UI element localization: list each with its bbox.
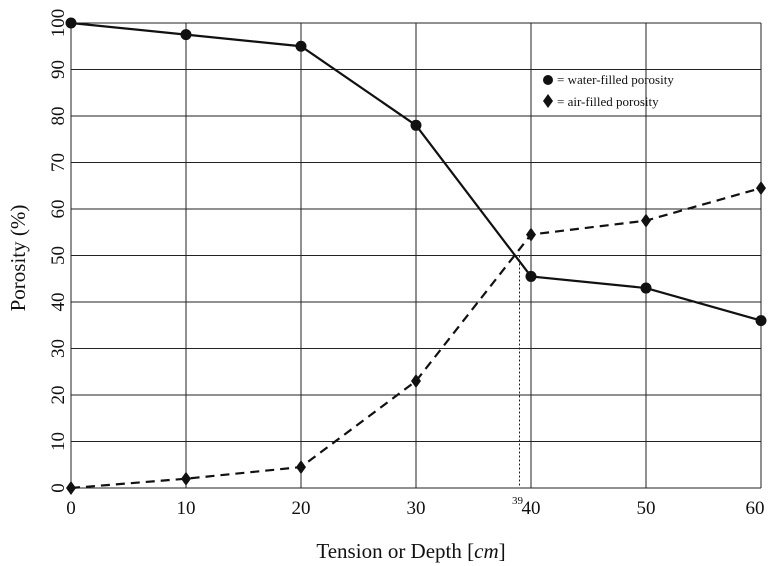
y-tick-label-90: 90	[48, 60, 69, 79]
x-tick-label-0: 0	[66, 498, 76, 519]
point-air-60	[756, 181, 766, 196]
point-water-10	[180, 29, 192, 41]
x-tick-label-60: 60	[746, 498, 765, 519]
y-tick-label-20: 20	[48, 386, 69, 405]
legend-label-air: = air-filled porosity	[557, 94, 659, 109]
point-air-10	[181, 471, 191, 486]
point-water-60	[755, 315, 767, 327]
point-water-0	[65, 17, 77, 29]
point-air-0	[66, 481, 76, 495]
x-axis-label-main: Tension or Depth [	[316, 539, 474, 563]
x-axis-label: Tension or Depth [cm]	[316, 539, 505, 563]
point-water-40	[525, 270, 537, 282]
y-tick-label-10: 10	[48, 432, 69, 451]
x-tick-label-30: 30	[407, 498, 426, 519]
point-air-30	[411, 374, 421, 389]
point-water-20	[295, 40, 307, 52]
legend: = water-filled porosity = air-filled por…	[543, 72, 674, 109]
y-tick-labels: 0 10 20 30 40 50 60 70 80 90 100	[48, 9, 69, 493]
x-tick-label-50: 50	[637, 498, 656, 519]
x-axis-label-unit: cm	[474, 539, 499, 563]
x-tick-label-10: 10	[177, 498, 196, 519]
y-tick-label-70: 70	[48, 153, 69, 172]
legend-marker-water	[543, 75, 553, 85]
series-group	[65, 17, 767, 495]
y-tick-label-80: 80	[48, 107, 69, 126]
point-water-50	[640, 282, 652, 294]
grid	[70, 22, 762, 489]
y-tick-label-100: 100	[48, 9, 69, 38]
legend-label-water: = water-filled porosity	[557, 72, 674, 87]
y-tick-label-50: 50	[48, 246, 69, 265]
annotations: 39	[512, 255, 524, 507]
annotation-label-39: 39	[512, 495, 524, 507]
y-tick-label-60: 60	[48, 200, 69, 219]
point-air-40	[526, 227, 536, 242]
x-tick-label-40: 40	[522, 498, 541, 519]
x-tick-labels: 0 10 20 30 40 50 60	[66, 498, 764, 519]
x-tick-label-20: 20	[292, 498, 311, 519]
point-air-50	[641, 213, 651, 228]
y-axis-label: Porosity (%)	[6, 205, 30, 312]
y-tick-label-30: 30	[48, 339, 69, 358]
point-water-30	[410, 119, 422, 131]
y-tick-label-0: 0	[48, 483, 69, 493]
x-axis-label-close: ]	[499, 539, 506, 563]
y-tick-label-40: 40	[48, 293, 69, 312]
legend-marker-air	[543, 94, 553, 108]
point-air-20	[296, 460, 306, 475]
